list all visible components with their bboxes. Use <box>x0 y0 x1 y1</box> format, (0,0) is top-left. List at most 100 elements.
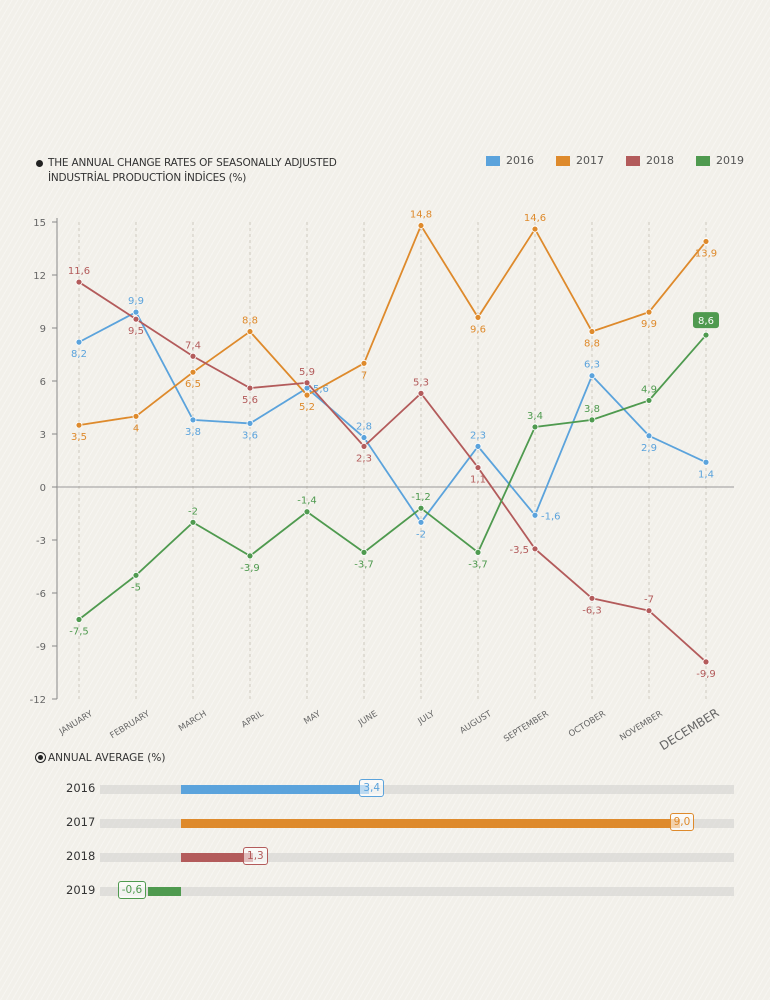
data-label: 8,8 <box>584 339 600 350</box>
legend-label: 2019 <box>716 154 744 167</box>
data-point-2017 <box>303 391 311 399</box>
data-label: -7 <box>644 595 654 606</box>
data-point-2019 <box>360 548 368 556</box>
data-label: 9,5 <box>128 326 144 337</box>
y-tick-label: -12 <box>30 695 46 706</box>
data-label: 5,3 <box>413 377 429 388</box>
data-point-2019 <box>75 616 83 623</box>
data-point-2018 <box>417 389 425 397</box>
bullet-icon <box>36 160 43 167</box>
data-label: 14,6 <box>524 213 546 224</box>
data-point-2017 <box>189 368 197 376</box>
radio-bullet-icon <box>35 752 46 763</box>
data-point-2019 <box>531 423 539 431</box>
series-line-2018 <box>78 281 707 663</box>
title-line-1: THE ANNUAL CHANGE RATES OF SEASONALLY AD… <box>48 157 337 169</box>
average-bar <box>147 887 181 896</box>
y-tick-label: -9 <box>36 642 46 653</box>
bar-track <box>100 887 734 896</box>
data-label: 13,9 <box>695 248 717 259</box>
x-tick-label: DECEMBER <box>657 706 721 754</box>
data-label: 4,9 <box>641 384 657 395</box>
bar-track <box>100 853 734 862</box>
chart-title: THE ANNUAL CHANGE RATES OF SEASONALLY AD… <box>36 156 337 186</box>
data-label: -3,7 <box>354 559 374 570</box>
data-label: 9,6 <box>470 324 486 335</box>
data-point-2018 <box>588 594 596 602</box>
data-label: 5,6 <box>242 395 258 406</box>
data-label: -7,5 <box>69 627 89 638</box>
legend-label: 2017 <box>576 154 604 167</box>
data-point-2019 <box>303 508 311 516</box>
legend-swatch <box>556 155 570 166</box>
data-point-2017 <box>75 421 83 429</box>
y-tick-label: 6 <box>40 377 46 388</box>
data-label-box <box>693 312 719 329</box>
data-point-2017 <box>645 308 653 316</box>
data-point-2017 <box>531 225 539 233</box>
y-tick-label: -6 <box>36 589 46 600</box>
data-label: -3,5 <box>509 545 529 556</box>
data-label: 4 <box>133 423 139 434</box>
average-value-label: 3,4 <box>359 779 385 797</box>
data-point-2018 <box>303 379 311 387</box>
x-tick-label: AUGUST <box>458 709 494 737</box>
average-row-2016: 2016 3,4 <box>0 779 770 799</box>
data-point-2019 <box>132 571 140 579</box>
data-point-2017 <box>417 222 425 229</box>
data-label: 3,8 <box>185 427 201 438</box>
data-point-2016 <box>246 419 254 427</box>
data-label: 2,9 <box>641 443 657 454</box>
legend-swatch <box>696 155 710 166</box>
y-tick-label: 15 <box>33 218 46 229</box>
x-tick-label: JULY <box>416 709 438 728</box>
data-label: -1,6 <box>541 511 561 522</box>
legend-item-2017: 2017 <box>556 154 604 167</box>
data-label: 6,3 <box>584 360 600 371</box>
data-label: 3,6 <box>242 430 258 441</box>
legend-swatch <box>626 155 640 166</box>
data-point-2016 <box>702 458 710 466</box>
y-tick-label: 3 <box>40 430 46 441</box>
data-point-2016 <box>531 511 539 519</box>
data-point-2018 <box>189 352 197 360</box>
y-tick-label: 9 <box>40 324 46 335</box>
legend-swatch <box>486 155 500 166</box>
data-label: 2,3 <box>356 453 372 464</box>
data-point-2019 <box>417 504 425 512</box>
data-label: 5,6 <box>313 384 329 395</box>
data-label: 7,4 <box>185 340 201 351</box>
data-point-2019 <box>702 331 710 339</box>
data-label: -1,2 <box>411 492 431 503</box>
data-point-2018 <box>474 464 482 471</box>
legend-label: 2016 <box>506 154 534 167</box>
series-line-2016 <box>78 310 707 524</box>
data-label: 2,8 <box>356 422 372 433</box>
average-row-2017: 2017 9,0 <box>0 813 770 833</box>
bar-track <box>100 785 734 794</box>
x-tick-label: NOVEMBER <box>618 709 665 743</box>
average-row-2019: 2019 -0,6 <box>0 881 770 901</box>
y-tick-label: 12 <box>33 271 46 282</box>
data-point-2018 <box>360 442 368 450</box>
data-label: -2 <box>188 506 198 517</box>
x-tick-label: SEPTEMBER <box>502 709 551 745</box>
data-label: 3,8 <box>584 404 600 415</box>
data-label: 8,6 <box>698 316 714 327</box>
data-label: -3,7 <box>468 559 488 570</box>
x-tick-label: OCTOBER <box>567 709 608 740</box>
legend-item-2019: 2019 <box>696 154 744 167</box>
data-label: 1,4 <box>698 469 714 480</box>
year-label: 2017 <box>66 815 96 829</box>
data-point-2016 <box>588 372 596 380</box>
data-label: 9,9 <box>641 319 657 330</box>
data-label: -2 <box>416 529 426 540</box>
data-point-2017 <box>132 412 140 420</box>
data-label: 1,1 <box>470 475 486 486</box>
x-tick-label: JANUARY <box>57 709 95 738</box>
data-label: 8,2 <box>71 349 87 360</box>
average-value-label: 1,3 <box>243 847 268 865</box>
average-bar <box>181 785 370 794</box>
data-label: 2,3 <box>470 430 486 441</box>
